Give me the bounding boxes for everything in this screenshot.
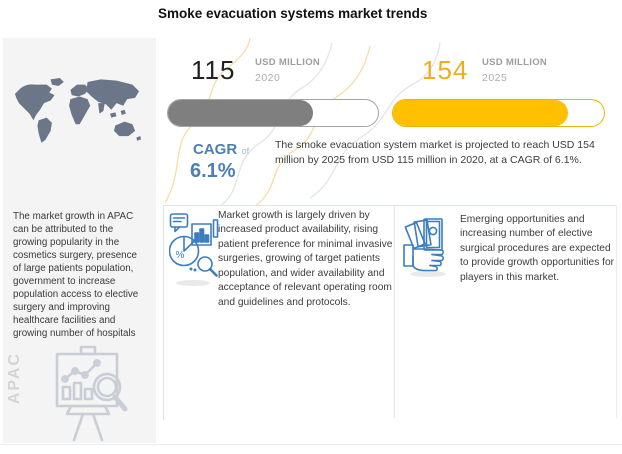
year-label-2025: 2025	[482, 72, 508, 84]
usd-million-label-2025: USD MILLION	[482, 57, 548, 68]
year-label-2020: 2020	[255, 72, 281, 84]
page-title: Smoke evacuation systems market trends	[158, 6, 428, 21]
bottom-border	[0, 444, 622, 445]
bar-2020-fill	[168, 100, 313, 126]
market-value-2020: 115	[191, 55, 236, 85]
market-summary-text: The smoke evacuation system market is pr…	[275, 139, 595, 167]
vertical-divider-left	[163, 205, 164, 420]
vertical-divider-right	[616, 205, 617, 418]
apac-growth-text: The market growth in APAC can be attribu…	[13, 211, 139, 340]
apac-panel: The market growth in APAC can be attribu…	[3, 38, 156, 443]
world-map-icon	[14, 78, 142, 143]
cagr-value: 6.1%	[190, 160, 236, 182]
bar-2025-fill	[393, 100, 569, 126]
unit-2020: USD MILLION 2020	[255, 57, 320, 84]
horizontal-divider	[163, 205, 617, 206]
hand-holding-money-icon	[403, 218, 446, 277]
unit-2025: USD MILLION 2025	[482, 57, 547, 84]
pie-percent-bars-magnifier-icon: %	[169, 213, 219, 286]
cagr-of-label: of	[241, 146, 250, 156]
progress-bar-2025	[392, 99, 605, 127]
cagr-label: CAGR	[193, 141, 238, 158]
market-drivers-text: Market growth is largely driven by incre…	[218, 210, 393, 308]
svg-text:%: %	[176, 250, 185, 261]
vertical-divider-middle	[394, 205, 395, 418]
usd-million-label-2020: USD MILLION	[255, 57, 321, 68]
progress-bar-2020	[167, 99, 379, 127]
apac-region-label: APAC	[6, 352, 23, 405]
market-value-2025: 154	[422, 55, 469, 85]
presentation-chart-magnifier-icon	[55, 345, 128, 442]
opportunities-text: Emerging opportunities and increasing nu…	[460, 214, 615, 283]
cagr-label-row: CAGR of	[193, 141, 249, 159]
